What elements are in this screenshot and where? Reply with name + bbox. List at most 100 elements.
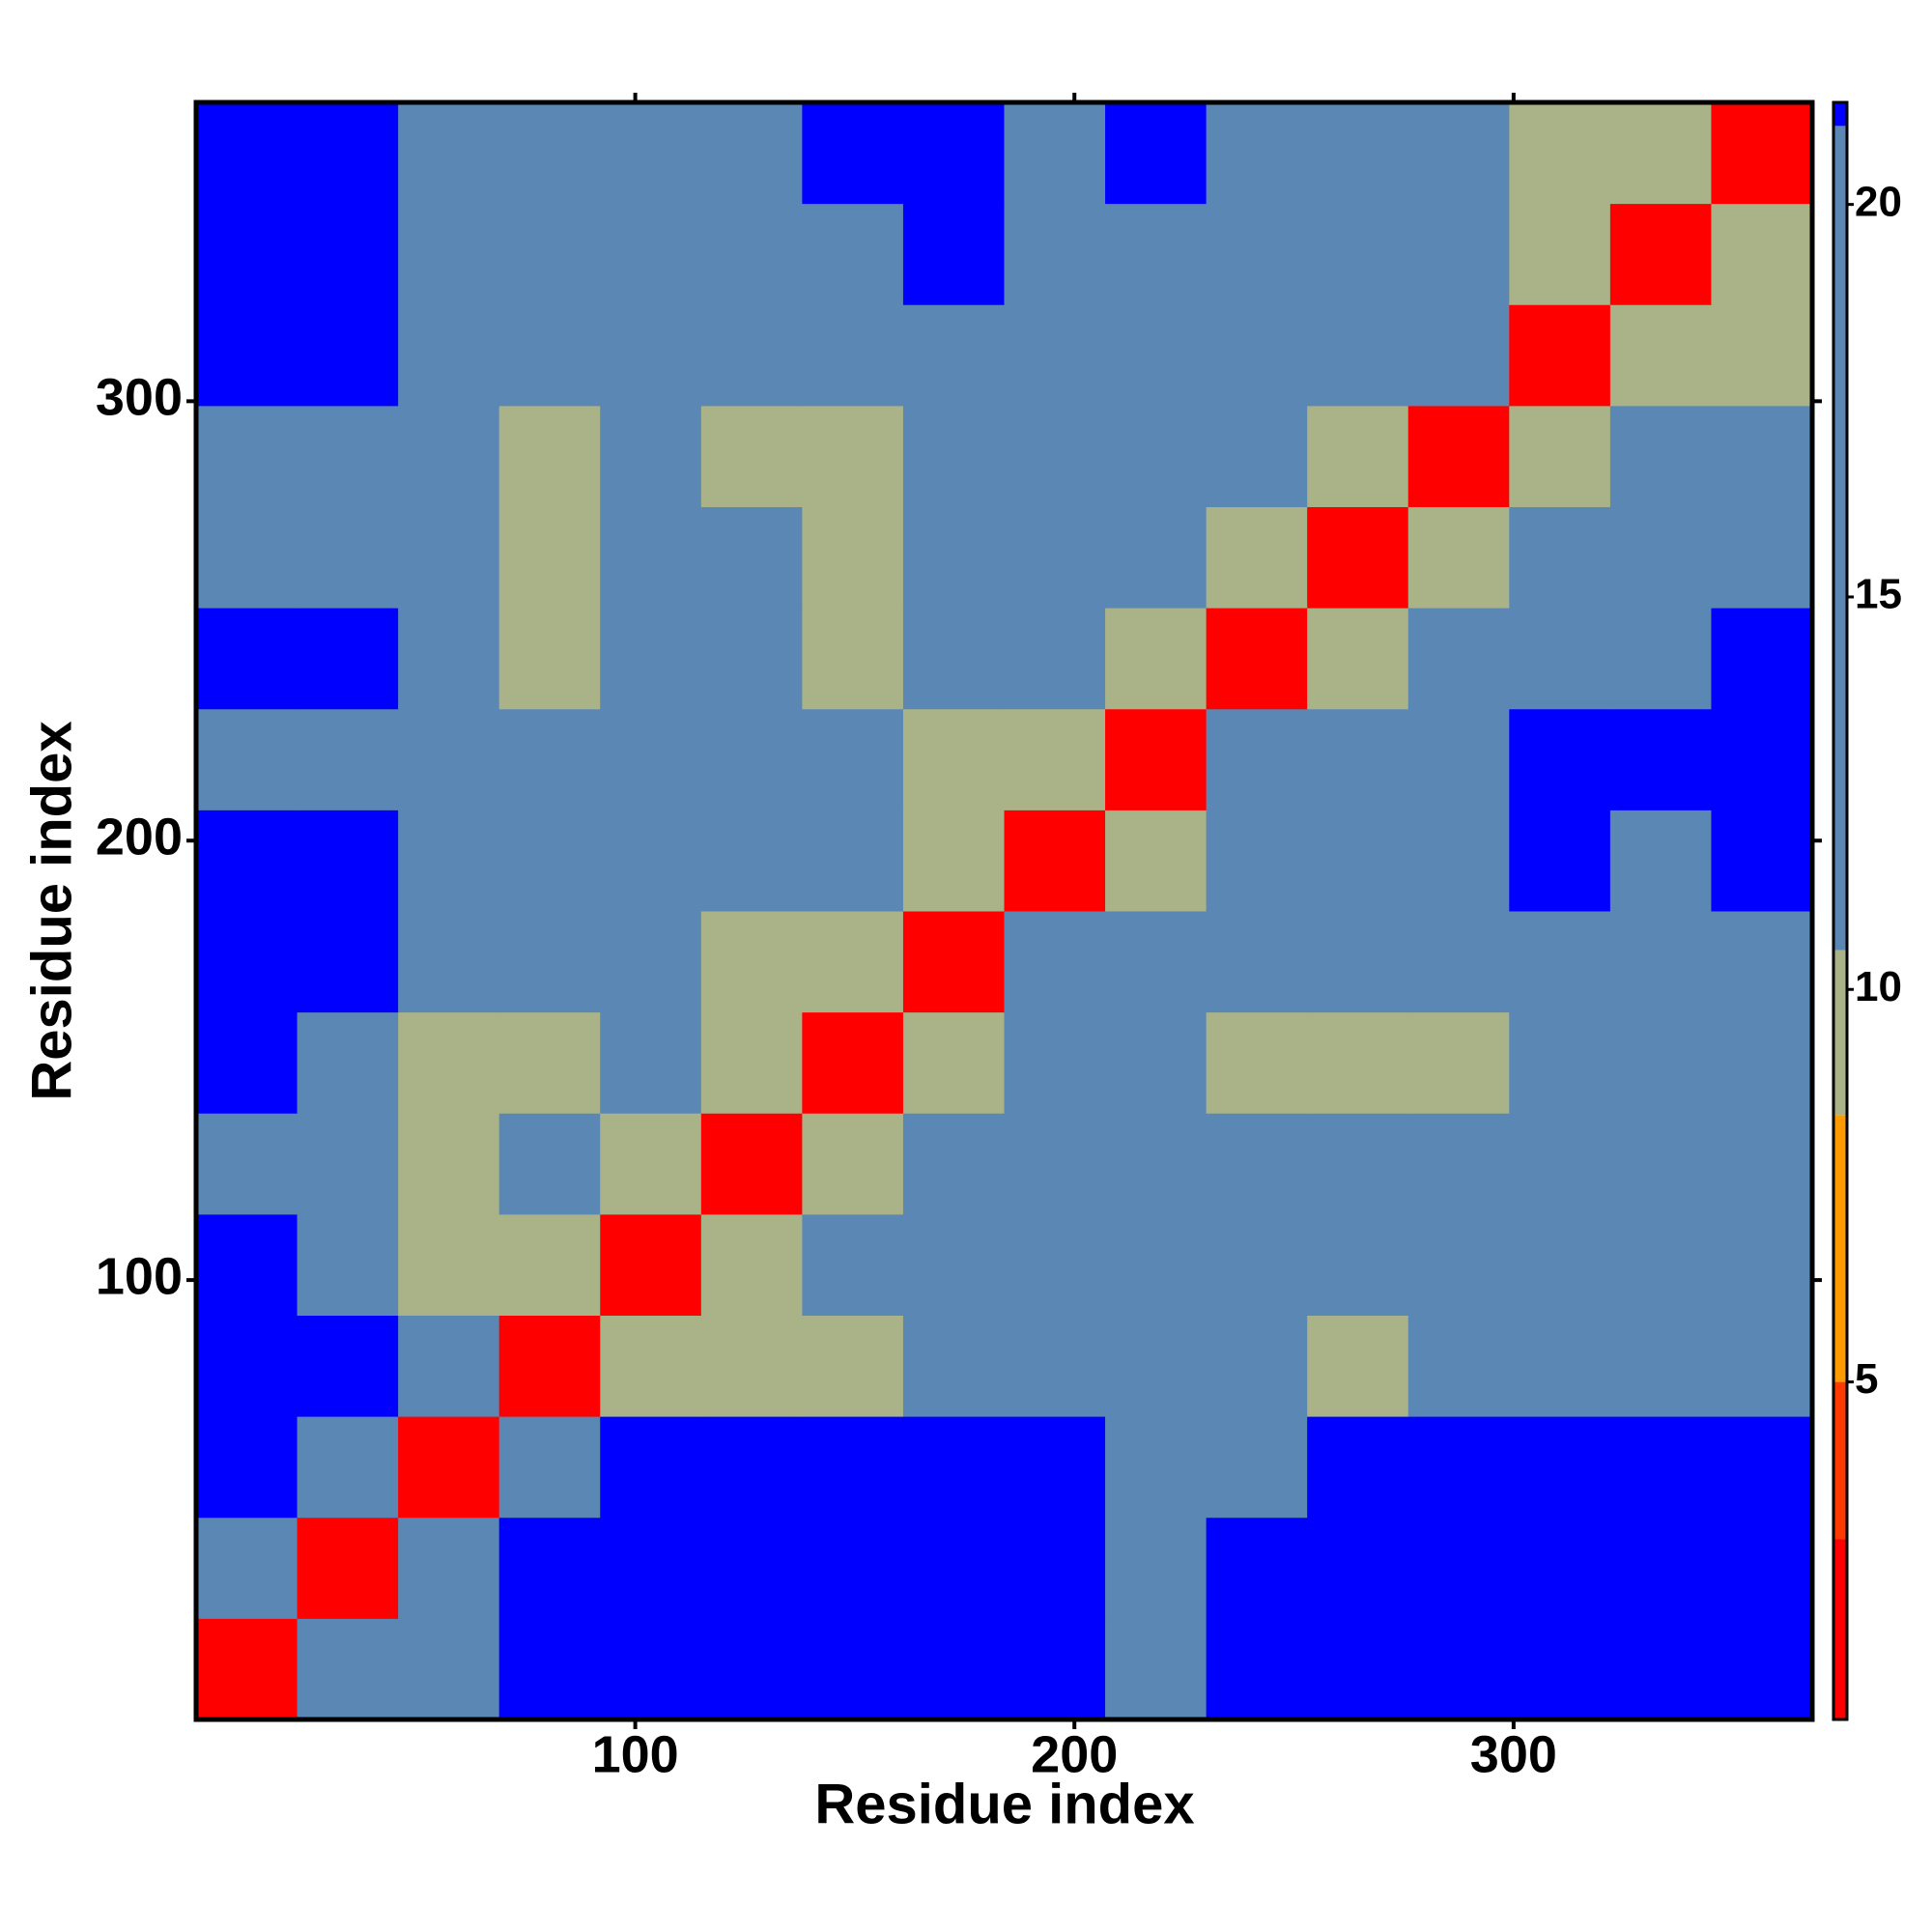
- heatmap-cell: [802, 1213, 904, 1316]
- heatmap-cell: [1206, 1618, 1308, 1720]
- heatmap-cell: [498, 1618, 601, 1720]
- heatmap-cell: [1509, 810, 1611, 912]
- heatmap-cell: [1609, 1113, 1712, 1215]
- heatmap-cell: [1105, 1416, 1208, 1519]
- heatmap-cell: [297, 810, 399, 912]
- heatmap-cell: [297, 1416, 399, 1519]
- heatmap-cell: [802, 1517, 904, 1619]
- heatmap-cell: [600, 911, 702, 1013]
- heatmap-cell: [902, 911, 1005, 1013]
- heatmap-cell: [1307, 1618, 1409, 1720]
- y-tick-label: 100: [96, 1247, 183, 1305]
- heatmap-cell: [398, 1618, 500, 1720]
- heatmap-cell: [398, 810, 500, 912]
- heatmap-cell: [1307, 102, 1409, 205]
- heatmap-cell: [1407, 608, 1510, 710]
- heatmap-cell: [398, 1315, 500, 1417]
- heatmap-cell: [498, 1113, 601, 1215]
- heatmap-cell: [1307, 304, 1409, 407]
- heatmap-cell: [802, 1618, 904, 1720]
- heatmap-cell: [1206, 1011, 1308, 1114]
- heatmap-cell: [600, 506, 702, 609]
- heatmap-cell: [1609, 911, 1712, 1013]
- heatmap-cell: [700, 304, 803, 407]
- heatmap-cell: [297, 708, 399, 810]
- heatmap-cell: [1206, 1416, 1308, 1519]
- heatmap-cell: [1509, 203, 1611, 305]
- heatmap-cell: [902, 1113, 1005, 1215]
- heatmap-cell: [398, 304, 500, 407]
- heatmap-cell: [1307, 810, 1409, 912]
- heatmap-cell: [1206, 1113, 1308, 1215]
- heatmap-cell: [1206, 708, 1308, 810]
- heatmap-cell: [297, 1618, 399, 1720]
- heatmap-cell: [1004, 608, 1106, 710]
- colorbar-band: [1833, 102, 1847, 127]
- heatmap-cell: [196, 911, 298, 1013]
- heatmap-cell: [196, 1517, 298, 1619]
- heatmap-cell: [1609, 102, 1712, 205]
- heatmap-cell: [1609, 810, 1712, 912]
- heatmap-cell: [498, 708, 601, 810]
- heatmap-cell: [1004, 1618, 1106, 1720]
- heatmap-cell: [398, 506, 500, 609]
- heatmap-cell: [1004, 708, 1106, 810]
- heatmap-cell: [700, 1618, 803, 1720]
- heatmap-cell: [297, 1011, 399, 1114]
- heatmap-cell: [700, 203, 803, 305]
- heatmap-cell: [600, 608, 702, 710]
- heatmap-cell: [1206, 911, 1308, 1013]
- heatmap-cell: [1105, 102, 1208, 205]
- heatmap-cell: [600, 1416, 702, 1519]
- y-tick-label: 200: [96, 808, 183, 866]
- heatmap-cell: [902, 506, 1005, 609]
- heatmap-cell: [1509, 911, 1611, 1013]
- heatmap-cell: [600, 203, 702, 305]
- heatmap-cell: [802, 304, 904, 407]
- heatmap-cell: [1609, 1011, 1712, 1114]
- heatmap-cell: [1004, 203, 1106, 305]
- heatmap-cell: [297, 911, 399, 1013]
- heatmap-cell: [297, 1315, 399, 1417]
- colorbar-tick-label: 20: [1855, 178, 1902, 225]
- heatmap-cell: [1407, 911, 1510, 1013]
- heatmap-cell: [398, 203, 500, 305]
- heatmap-cell: [1307, 506, 1409, 609]
- colorbar-band: [1833, 126, 1847, 951]
- heatmap-cell: [1105, 1315, 1208, 1417]
- heatmap-cell: [600, 304, 702, 407]
- heatmap-cell: [1105, 911, 1208, 1013]
- heatmap-cell: [1105, 1618, 1208, 1720]
- heatmap-cell: [1004, 1011, 1106, 1114]
- heatmap-cell: [1711, 1618, 1813, 1720]
- heatmap-cell: [1307, 1315, 1409, 1417]
- heatmap-cell: [1206, 405, 1308, 507]
- heatmap-cell: [297, 304, 399, 407]
- colorbar-band: [1833, 1539, 1847, 1719]
- heatmap-cell: [297, 405, 399, 507]
- heatmap-cell: [297, 1517, 399, 1619]
- heatmap-cell: [1711, 708, 1813, 810]
- heatmap-cell: [1711, 810, 1813, 912]
- heatmap-cell: [196, 1113, 298, 1215]
- heatmap-cell: [196, 1011, 298, 1114]
- heatmap-cell: [1609, 304, 1712, 407]
- heatmap-cell: [398, 608, 500, 710]
- heatmap-cell: [498, 810, 601, 912]
- x-tick-label: 300: [1470, 1725, 1557, 1783]
- heatmap-cell: [1407, 1416, 1510, 1519]
- heatmap-cell: [600, 810, 702, 912]
- heatmap-cell: [498, 1416, 601, 1519]
- heatmap-cell: [498, 304, 601, 407]
- heatmap-cell: [398, 911, 500, 1013]
- heatmap-cell: [1004, 911, 1106, 1013]
- heatmap-cell: [1307, 1011, 1409, 1114]
- heatmap-cell: [700, 608, 803, 710]
- heatmap-cell: [1509, 1416, 1611, 1519]
- heatmap-cell: [1105, 1113, 1208, 1215]
- heatmap-cell: [902, 708, 1005, 810]
- heatmap-cell: [1711, 506, 1813, 609]
- heatmap-cell: [1509, 1618, 1611, 1720]
- heatmap-cell: [1105, 405, 1208, 507]
